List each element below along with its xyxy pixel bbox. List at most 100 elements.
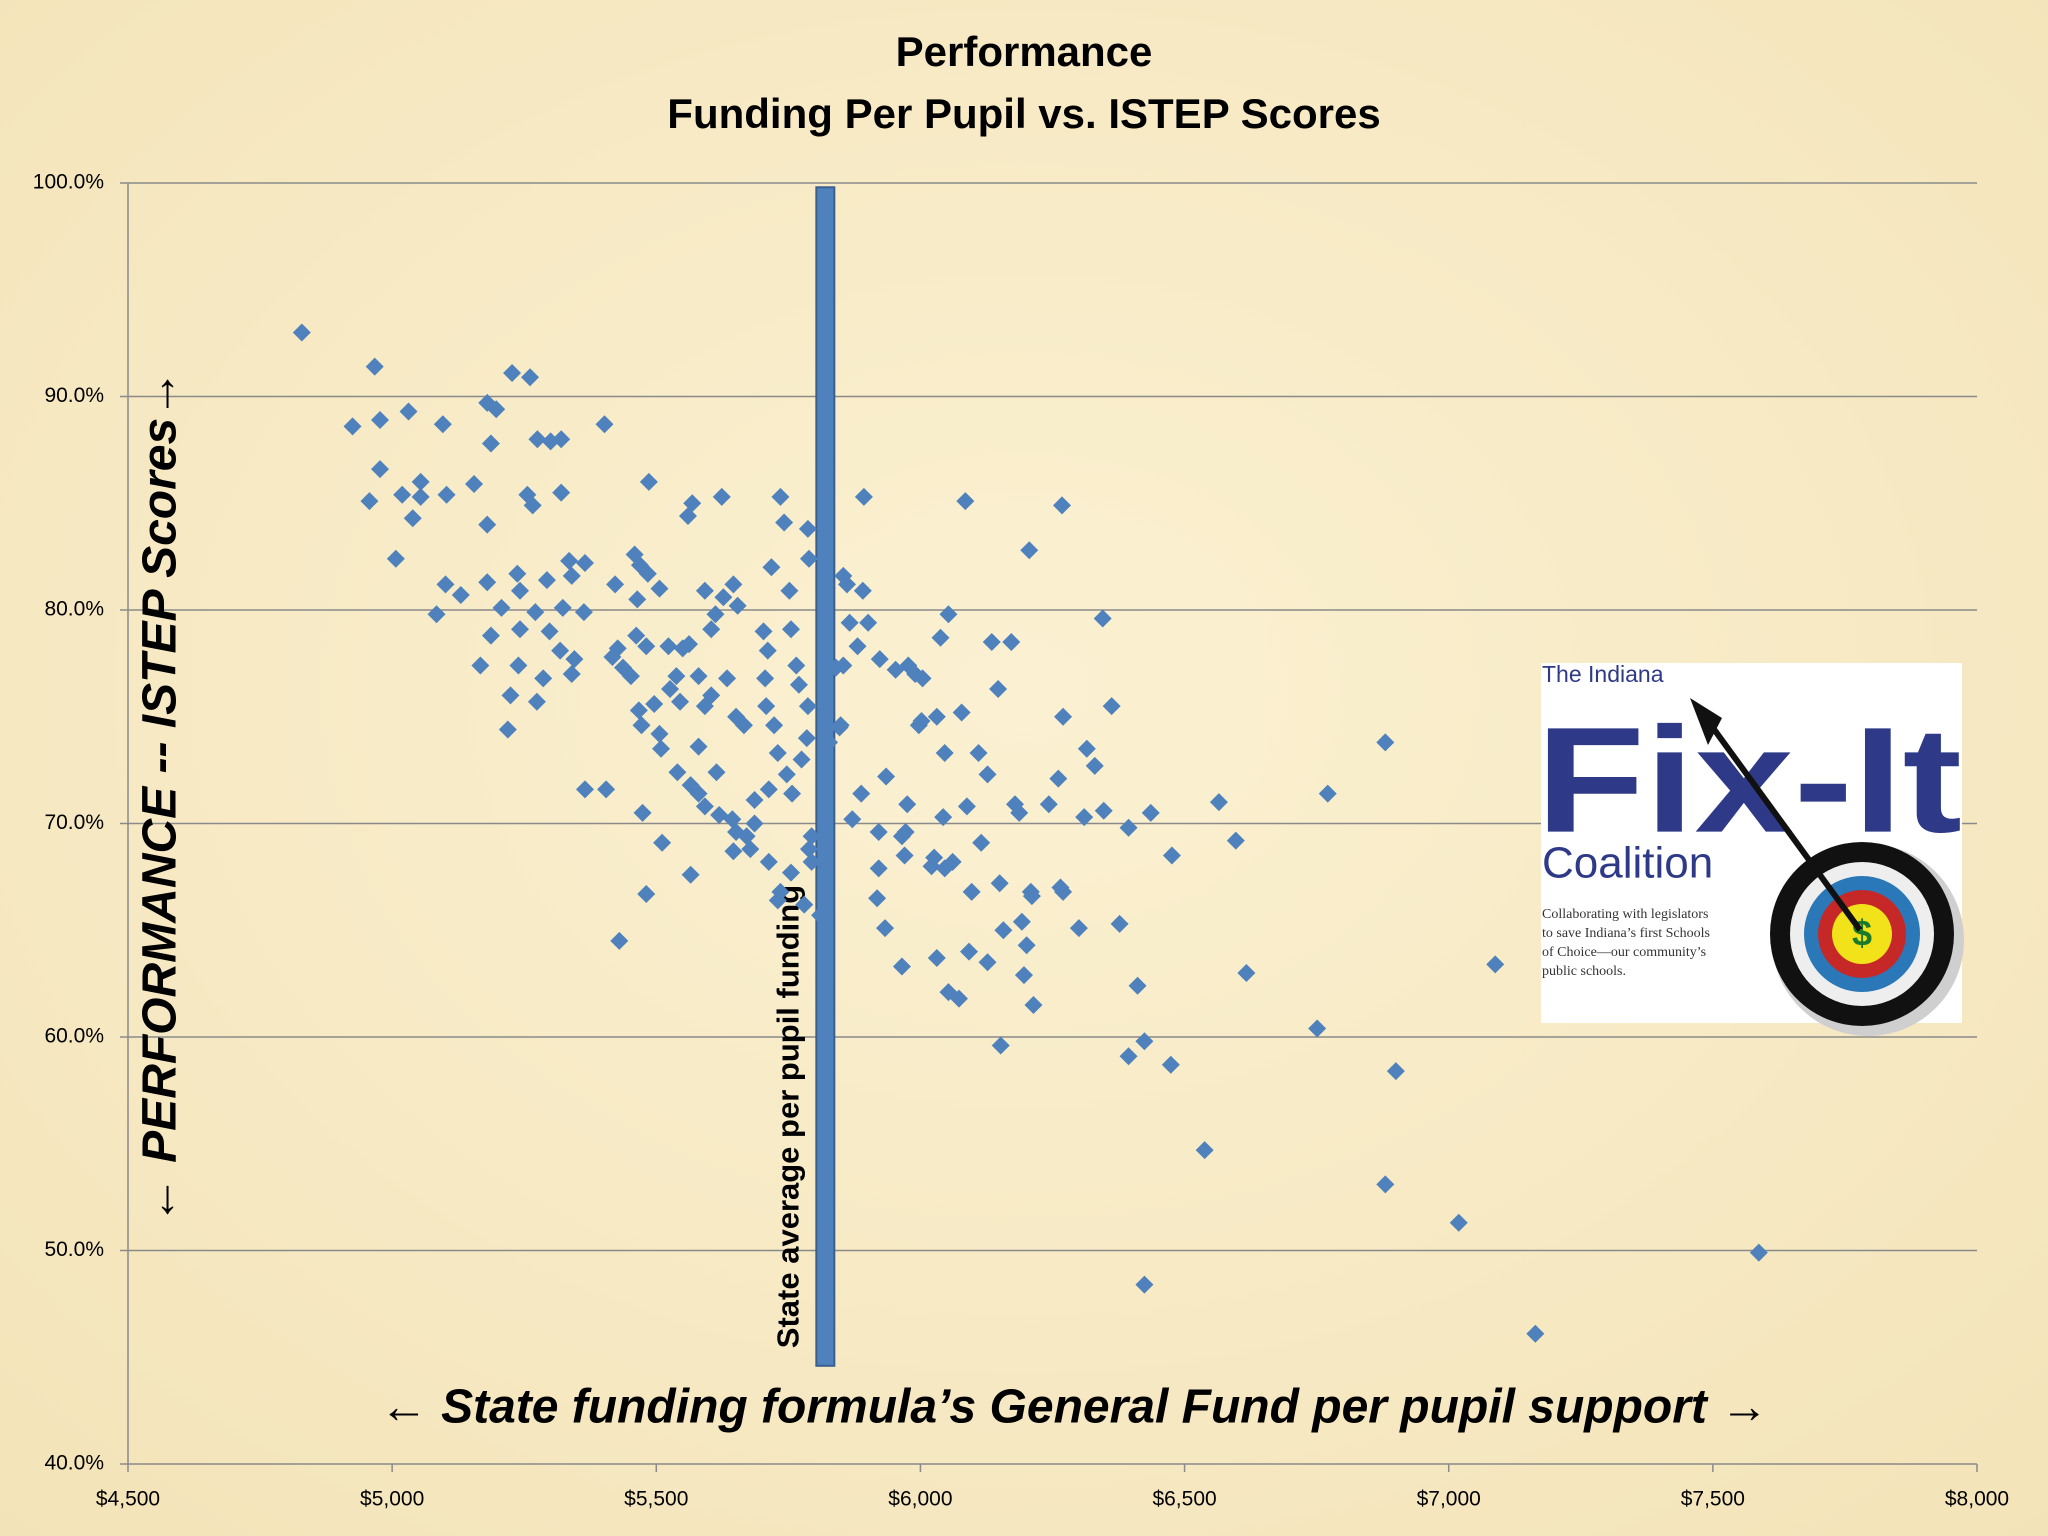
point [1119, 818, 1138, 837]
point [895, 846, 914, 865]
point [853, 581, 872, 600]
point [949, 989, 968, 1008]
point [540, 622, 559, 641]
reference-line [815, 186, 836, 1367]
point [1075, 808, 1094, 827]
point [1318, 784, 1337, 803]
point [639, 472, 658, 491]
point [952, 703, 971, 722]
chart-title: Performance [896, 28, 1153, 75]
point [637, 884, 656, 903]
point [433, 415, 452, 434]
point [1237, 963, 1256, 982]
point [437, 485, 456, 504]
point [994, 921, 1013, 940]
point [678, 507, 697, 526]
point [780, 581, 799, 600]
point [608, 639, 627, 658]
point [754, 622, 773, 641]
point [771, 882, 790, 901]
point [695, 797, 714, 816]
reference-label: State average per pupil funding [771, 885, 806, 1348]
point [689, 667, 708, 686]
point [595, 415, 614, 434]
point [969, 744, 988, 763]
point [775, 513, 794, 532]
point [638, 564, 657, 583]
point [436, 575, 455, 594]
point [621, 667, 640, 686]
point [403, 509, 422, 528]
point [574, 603, 593, 622]
point [633, 803, 652, 822]
point [868, 889, 887, 908]
point [771, 487, 790, 506]
point [411, 487, 430, 506]
chart-title: Funding Per Pupil vs. ISTEP Scores [667, 90, 1380, 137]
point [492, 598, 511, 617]
point [487, 400, 506, 419]
reference: State average per pupil funding [771, 186, 836, 1367]
point [451, 586, 470, 605]
point [1085, 756, 1104, 775]
point [927, 949, 946, 968]
point [927, 707, 946, 726]
point [478, 515, 497, 534]
point [978, 765, 997, 784]
point [627, 626, 646, 645]
point [724, 842, 743, 861]
point [1077, 739, 1096, 758]
point [1162, 846, 1181, 865]
point [991, 1036, 1010, 1055]
point [509, 656, 528, 675]
point [680, 635, 699, 654]
point [737, 827, 756, 846]
dart-tail [1690, 698, 1722, 745]
point [292, 323, 311, 342]
point [551, 641, 570, 660]
point [1119, 1047, 1138, 1066]
point [552, 483, 571, 502]
point [797, 729, 816, 748]
point [712, 487, 731, 506]
point [1449, 1213, 1468, 1232]
point [781, 863, 800, 882]
point [597, 780, 616, 799]
point [534, 669, 553, 688]
point [562, 566, 581, 585]
point [876, 919, 895, 938]
point [510, 581, 529, 600]
point [481, 626, 500, 645]
x-tick-label: $4,500 [96, 1488, 160, 1511]
point [811, 906, 830, 925]
point [565, 650, 584, 669]
point [1209, 793, 1228, 812]
point [939, 605, 958, 624]
point [370, 460, 389, 479]
point [990, 874, 1009, 893]
point [1049, 769, 1068, 788]
point [1014, 966, 1033, 985]
logo-top: The Indiana [1542, 661, 1664, 687]
point [799, 840, 818, 859]
logo: The Indiana Fix-It Coalition Collaborati… [1536, 661, 1964, 1036]
point [1012, 912, 1031, 931]
point [870, 650, 889, 669]
point [606, 575, 625, 594]
point [757, 697, 776, 716]
point [523, 496, 542, 515]
point [962, 882, 981, 901]
point [1141, 803, 1160, 822]
y-tick-label: 70.0% [44, 811, 104, 834]
point [913, 669, 932, 688]
point [777, 765, 796, 784]
logo-bottom: Coalition [1542, 839, 1713, 888]
point [1161, 1055, 1180, 1074]
point [671, 692, 690, 711]
point [1135, 1032, 1154, 1051]
point [925, 848, 944, 867]
point [668, 763, 687, 782]
point [610, 931, 629, 950]
point [702, 686, 721, 705]
